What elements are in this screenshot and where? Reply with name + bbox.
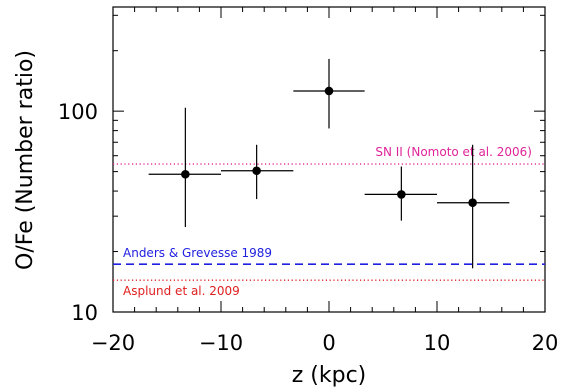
y-tick-label: 100 <box>58 100 98 124</box>
reference-lines: SN II (Nomoto et al. 2006) Anders & Greve… <box>113 145 545 298</box>
x-tick-label: 20 <box>532 331 559 355</box>
data-point <box>252 166 261 176</box>
y-tick-label: 10 <box>71 301 98 325</box>
x-tick-label: 10 <box>424 331 451 355</box>
plot-frame <box>112 6 546 313</box>
data-points <box>148 58 510 269</box>
data-point <box>468 198 477 208</box>
reference-line-label: Anders & Grevesse 1989 <box>123 246 272 260</box>
axis-ticks <box>112 7 546 313</box>
x-tick-label: −20 <box>91 331 135 355</box>
data-point <box>181 169 190 179</box>
reference-line-label: SN II (Nomoto et al. 2006) <box>375 145 532 159</box>
x-axis-label: z (kpc) <box>292 363 367 388</box>
x-tick-label: −10 <box>199 331 243 355</box>
tick-labels: −20 −10 0 10 20 10 100 <box>58 100 558 355</box>
reference-line-label: Asplund et al. 2009 <box>123 284 240 298</box>
y-axis-label: O/Fe (Number ratio) <box>13 50 38 270</box>
data-point <box>397 190 406 199</box>
x-tick-label: 0 <box>322 331 335 355</box>
data-point <box>324 86 334 96</box>
